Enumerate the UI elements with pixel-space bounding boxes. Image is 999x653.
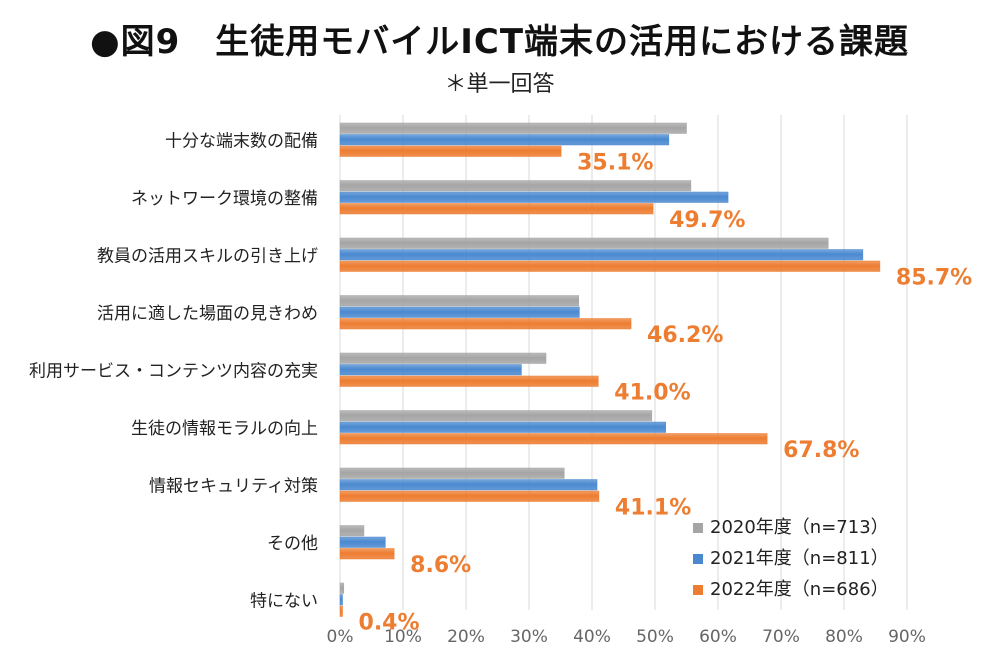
legend: 2020年度（n=713） 2021年度（n=811） 2022年度（n=686） (693, 517, 889, 600)
legend-swatch (693, 554, 703, 564)
data-label-2022: 46.2% (647, 323, 723, 348)
chart-subtitle: ＊単一回答 (444, 72, 555, 97)
bar-2022 (339, 260, 881, 272)
bar-2021 (339, 364, 522, 376)
x-tick-label: 80% (825, 627, 863, 647)
bars (339, 122, 881, 617)
bar-2021 (339, 421, 666, 433)
x-tick-label: 70% (762, 627, 800, 647)
data-label-2022: 41.0% (614, 381, 690, 406)
chart-title: ●図9 生徒用モバイルICT端末の活用における課題 (89, 22, 910, 62)
data-labels: 35.1% 49.7% 85.7% 46.2% 41.0% 67.8% 41.1% 8.6% 0… (359, 151, 973, 636)
category-label: 十分な端末数の配備 (165, 131, 318, 151)
bar-2022 (339, 490, 600, 502)
x-tick-labels: 0% 10% 20% 30% 40% 50% 60% 70% 80% 90% (327, 627, 926, 647)
category-label: ネットワーク環境の整備 (131, 189, 318, 209)
bar-2022 (339, 375, 599, 387)
x-tick-label: 20% (447, 627, 485, 647)
bar-2021 (339, 594, 343, 606)
category-label: 利用サービス・コンテンツ内容の充実 (29, 361, 318, 381)
category-labels: 十分な端末数の配備ネットワーク環境の整備教員の活用スキルの引き上げ活用に適した場… (29, 131, 318, 611)
x-tick-label: 50% (636, 627, 674, 647)
bar-2021 (339, 536, 386, 548)
data-label-2022: 35.1% (577, 151, 653, 176)
data-label-2022: 85.7% (896, 266, 972, 291)
legend-entry: 2020年度（n=713） (710, 517, 889, 538)
x-tick-label: 0% (327, 627, 354, 647)
data-label-2022: 41.1% (615, 496, 691, 521)
bar-2020 (339, 295, 580, 307)
bar-2020 (339, 237, 829, 249)
category-label: 情報セキュリティ対策 (149, 476, 318, 496)
bar-2022 (339, 318, 632, 330)
bar-2020 (339, 122, 687, 134)
bar-2022 (339, 203, 654, 215)
category-label: 生徒の情報モラルの向上 (131, 419, 318, 439)
bar-2021 (339, 249, 864, 261)
legend-entry: 2022年度（n=686） (710, 579, 889, 600)
x-tick-label: 10% (384, 627, 422, 647)
data-label-2022: 49.7% (669, 208, 745, 233)
data-label-2022: 0.4% (359, 611, 420, 636)
category-label: 特にない (250, 591, 318, 611)
data-label-2022: 67.8% (783, 438, 859, 463)
bar-2020 (339, 410, 653, 422)
legend-swatch (693, 585, 703, 595)
bar-2022 (339, 145, 562, 157)
category-label: 活用に適した場面の見きわめ (97, 304, 318, 324)
bar-2022 (339, 548, 395, 560)
x-tick-label: 90% (888, 627, 926, 647)
bar-2022 (339, 605, 343, 617)
bar-2020 (339, 467, 565, 479)
bar-2020 (339, 525, 365, 537)
bar-2021 (339, 306, 580, 318)
legend-entry: 2021年度（n=811） (710, 548, 889, 569)
x-tick-label: 30% (510, 627, 548, 647)
bar-2020 (339, 582, 345, 594)
legend-swatch (693, 523, 703, 533)
bar-2021 (339, 479, 598, 491)
bar-2021 (339, 191, 729, 203)
category-label: 教員の活用スキルの引き上げ (97, 246, 318, 266)
bar-2020 (339, 180, 692, 192)
data-label-2022: 8.6% (410, 553, 471, 578)
x-tick-label: 60% (699, 627, 737, 647)
category-label: その他 (267, 534, 318, 554)
bar-2020 (339, 352, 547, 364)
x-tick-label: 40% (573, 627, 611, 647)
bar-2022 (339, 433, 768, 445)
bar-2021 (339, 134, 670, 146)
